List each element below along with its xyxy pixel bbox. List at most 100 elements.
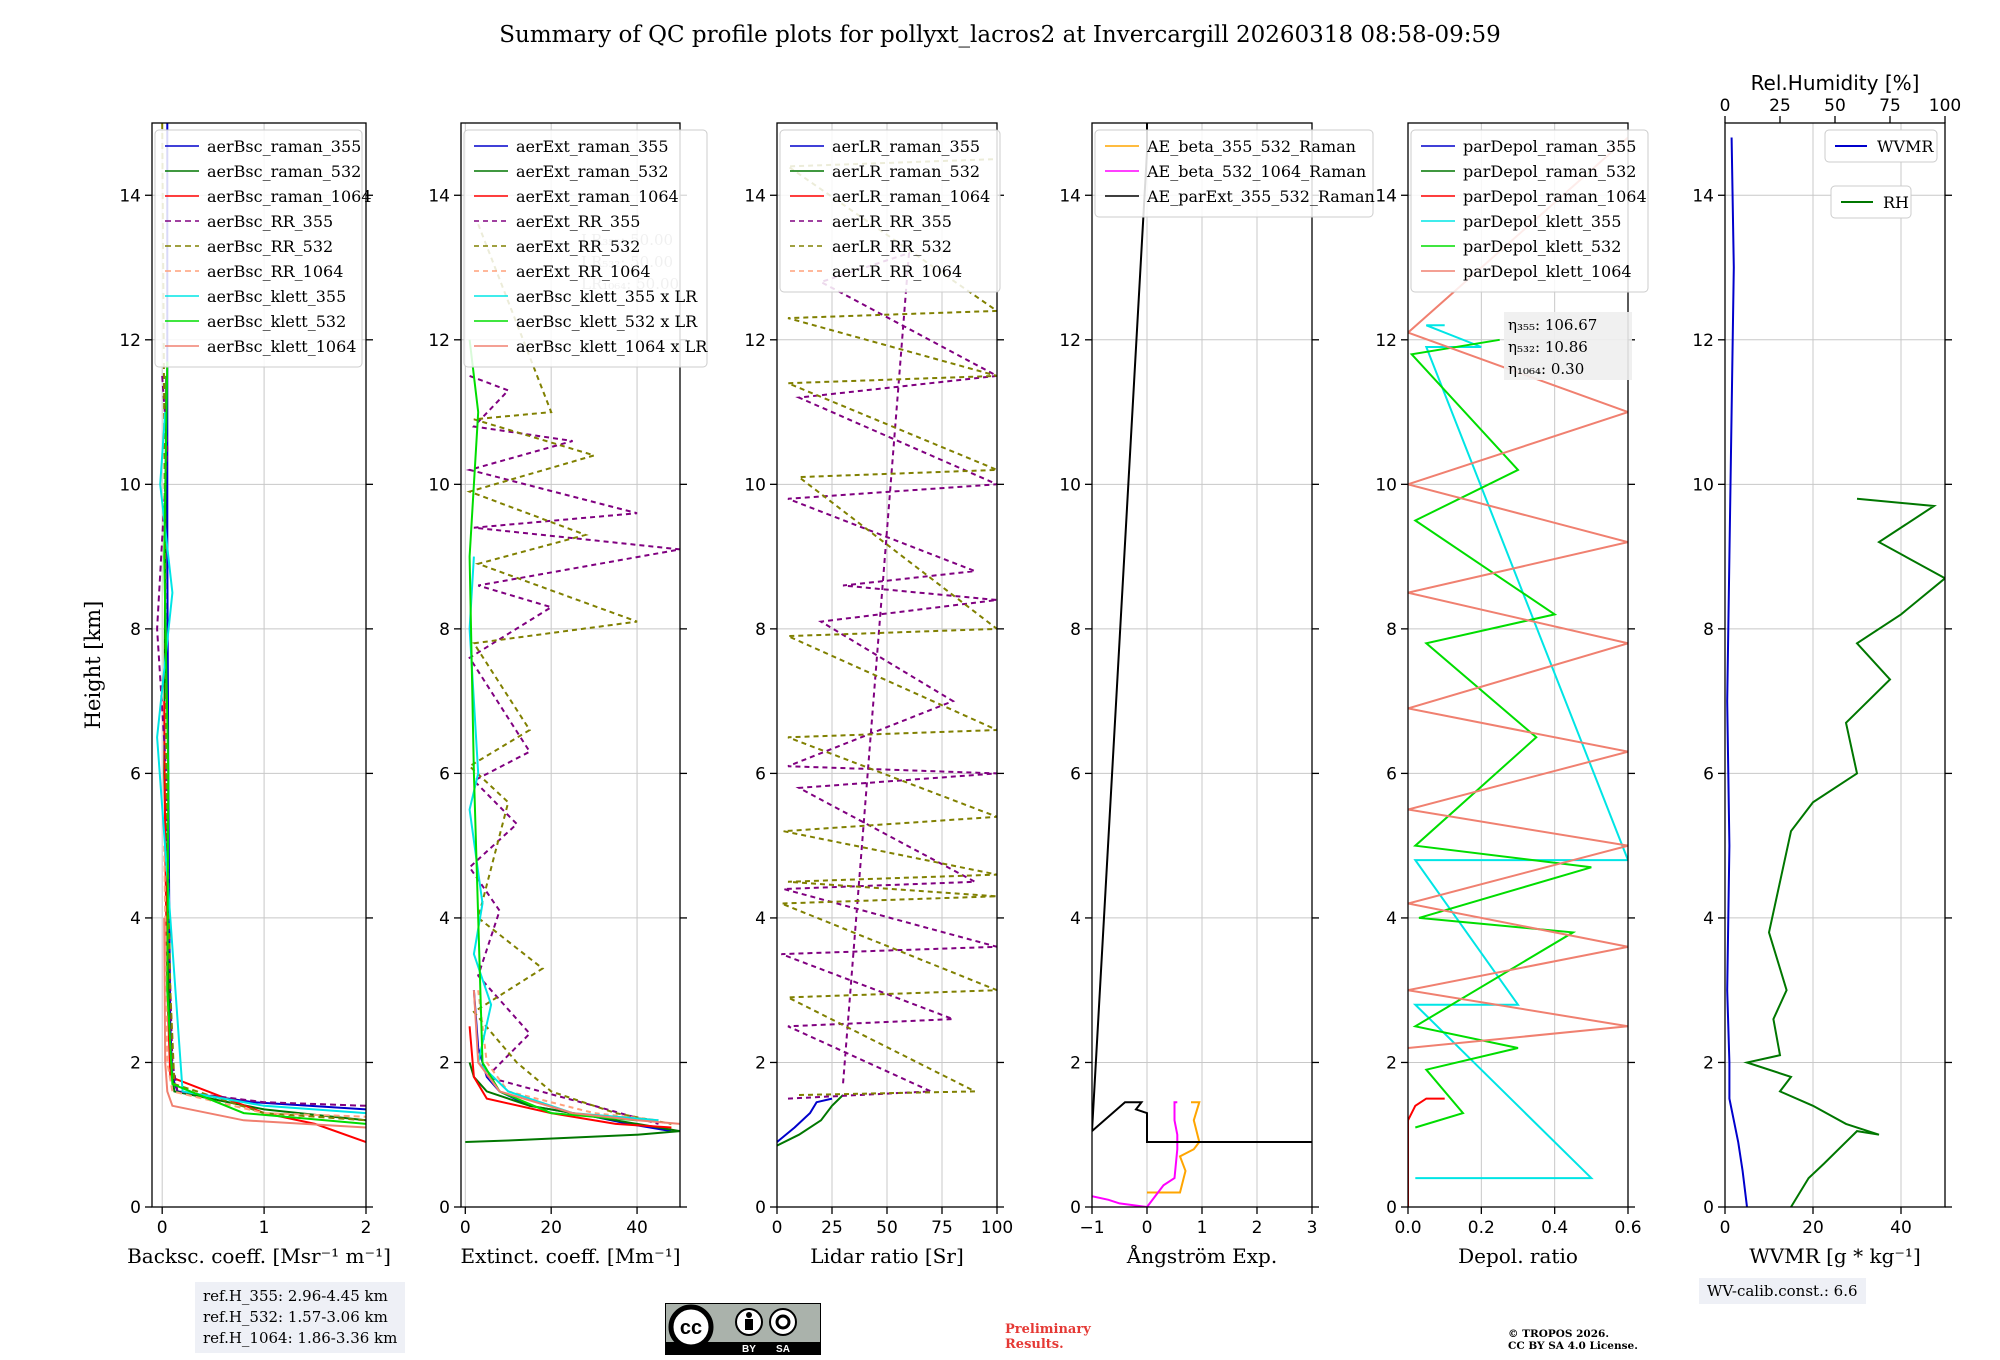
top-x-tick-label: 50 bbox=[1824, 96, 1846, 116]
x-axis-label: WVMR [g * kg⁻¹] bbox=[1749, 1244, 1921, 1268]
legend-label: aerBsc_klett_532 x LR bbox=[516, 312, 698, 331]
y-tick-label: 2 bbox=[130, 1053, 141, 1073]
series-line-aerLR_raman_532 bbox=[777, 1094, 844, 1147]
y-tick-label: 8 bbox=[1070, 620, 1081, 640]
series-line-aerBsc_klett_1064 bbox=[163, 917, 366, 1129]
series-line-aerExt_raman_1064 bbox=[468, 1026, 672, 1129]
y-tick-label: 12 bbox=[1692, 331, 1714, 351]
y-tick-label: 14 bbox=[1059, 186, 1081, 206]
y-tick-label: 0 bbox=[439, 1198, 450, 1218]
series-group bbox=[465, 223, 680, 1143]
legend-label: AE_parExt_355_532_Raman bbox=[1146, 187, 1375, 206]
copyright-line-2: CC BY SA 4.0 License. bbox=[1508, 1340, 1638, 1352]
top-x-axis-label: Rel.Humidity [%] bbox=[1751, 71, 1920, 95]
series-line-WVMR bbox=[1726, 137, 1748, 1207]
preliminary-line-2: Results. bbox=[1005, 1337, 1064, 1352]
y-tick-label: 6 bbox=[1386, 764, 1397, 784]
series-line-aerExt_raman_355 bbox=[472, 990, 672, 1133]
legend-label: aerLR_raman_355 bbox=[832, 137, 980, 156]
x-axis-label: Ångström Exp. bbox=[1126, 1243, 1277, 1268]
y-tick-label: 0 bbox=[1386, 1198, 1397, 1218]
y-tick-label: 4 bbox=[1703, 909, 1714, 929]
y-tick-label: 14 bbox=[119, 186, 141, 206]
y-tick-label: 2 bbox=[439, 1053, 450, 1073]
y-tick-label: 12 bbox=[1375, 331, 1397, 351]
legend-label: parDepol_klett_355 bbox=[1463, 212, 1621, 231]
series-line-AE_beta_355_532_Raman bbox=[1147, 1101, 1201, 1194]
x-tick-label: 2 bbox=[361, 1218, 372, 1238]
legend-box bbox=[779, 129, 1001, 293]
by-person-body bbox=[745, 1319, 753, 1330]
sa-share-icon bbox=[769, 1308, 797, 1336]
y-tick-label: 0 bbox=[755, 1198, 766, 1218]
y-tick-label: 14 bbox=[744, 186, 766, 206]
x-tick-label: 20 bbox=[1802, 1218, 1824, 1238]
y-tick-label: 14 bbox=[1692, 186, 1714, 206]
y-tick-label: 0 bbox=[130, 1198, 141, 1218]
series-line-AE_beta_532_1064_Raman bbox=[1092, 1101, 1179, 1207]
series-line-aerBsc_klett_355 bbox=[156, 412, 366, 1115]
series-line-aerBsc_RR_355 bbox=[156, 375, 366, 1107]
legend-label: aerBsc_raman_355 bbox=[207, 137, 361, 156]
x-axis-label: Lidar ratio [Sr] bbox=[810, 1244, 964, 1268]
y-tick-label: 4 bbox=[1070, 909, 1081, 929]
y-tick-label: 12 bbox=[119, 331, 141, 351]
series-group bbox=[1092, 123, 1312, 1207]
series-line-aerBsc_raman_532 bbox=[163, 375, 366, 1122]
y-tick-label: 10 bbox=[1375, 475, 1397, 495]
y-tick-label: 10 bbox=[1059, 475, 1081, 495]
series-line-RH bbox=[1743, 497, 1945, 1207]
legend-box bbox=[154, 129, 363, 368]
x-axis-label: Depol. ratio bbox=[1458, 1244, 1578, 1268]
y-tick-label: 8 bbox=[1703, 620, 1714, 640]
y-tick-label: 4 bbox=[130, 909, 141, 929]
legend-box bbox=[1410, 129, 1649, 293]
series-line-aerBsc_klett_355 x LR bbox=[468, 556, 659, 1122]
x-tick-label: 0.6 bbox=[1614, 1218, 1641, 1238]
series-line-aerBsc_klett_532 bbox=[163, 361, 366, 1125]
x-tick-label: 0.2 bbox=[1468, 1218, 1495, 1238]
ref-height-355: ref.H_355: 2.96-4.45 km bbox=[203, 1287, 388, 1305]
y-tick-label: 12 bbox=[1059, 331, 1081, 351]
legend-label: aerBsc_RR_1064 bbox=[207, 262, 343, 281]
legend-label: aerLR_RR_532 bbox=[832, 237, 952, 256]
legend-label: aerExt_raman_355 bbox=[516, 137, 669, 156]
y-tick-label: 2 bbox=[755, 1053, 766, 1073]
legend-label: aerExt_RR_1064 bbox=[516, 262, 651, 281]
wv-calib-constant: WV-calib.const.: 6.6 bbox=[1699, 1278, 1866, 1304]
y-axis-label: Height [km] bbox=[81, 601, 105, 730]
y-tick-label: 2 bbox=[1386, 1053, 1397, 1073]
x-tick-label: 0 bbox=[1720, 1218, 1731, 1238]
x-tick-label: 3 bbox=[1307, 1218, 1318, 1238]
y-tick-label: 0 bbox=[1070, 1198, 1081, 1218]
annotation-text: η₅₃₂: 10.86 bbox=[1508, 338, 1588, 356]
legend-label: parDepol_raman_1064 bbox=[1463, 187, 1647, 206]
legend-label: parDepol_klett_1064 bbox=[1463, 262, 1632, 281]
legend-label: aerBsc_klett_355 bbox=[207, 287, 346, 306]
cc-by-label: BY bbox=[742, 1344, 756, 1355]
legend-label: aerExt_raman_1064 bbox=[516, 187, 679, 206]
series-line-aerLR_RR_532 bbox=[781, 158, 997, 1096]
series-group bbox=[1726, 137, 1945, 1207]
x-tick-label: 0 bbox=[157, 1218, 168, 1238]
legend-box bbox=[1824, 129, 1938, 163]
x-tick-label: 0 bbox=[772, 1218, 783, 1238]
legend-box bbox=[1094, 129, 1374, 218]
copyright-notice: © TROPOS 2026. CC BY SA 4.0 License. bbox=[1508, 1328, 1638, 1352]
y-tick-label: 10 bbox=[428, 475, 450, 495]
series-line-aerBsc_klett_1064 x LR bbox=[472, 990, 680, 1125]
legend-label: aerLR_raman_532 bbox=[832, 162, 980, 181]
y-tick-label: 6 bbox=[1703, 764, 1714, 784]
y-tick-label: 4 bbox=[1386, 909, 1397, 929]
y-tick-label: 8 bbox=[439, 620, 450, 640]
chart-panel-lr: 0 25 50 75 100 0 2 4 6 8 10 12 14 Lidar ratio [Sr] aer… bbox=[744, 122, 1013, 1268]
legend-label: aerLR_RR_1064 bbox=[832, 262, 962, 281]
series-line-parDepol_klett_355 bbox=[1412, 324, 1628, 1180]
x-tick-label: 2 bbox=[1252, 1218, 1263, 1238]
y-tick-label: 10 bbox=[1692, 475, 1714, 495]
annotation-background bbox=[1504, 312, 1632, 380]
y-tick-label: 2 bbox=[1070, 1053, 1081, 1073]
series-group bbox=[156, 123, 366, 1143]
x-tick-label: 75 bbox=[931, 1218, 953, 1238]
